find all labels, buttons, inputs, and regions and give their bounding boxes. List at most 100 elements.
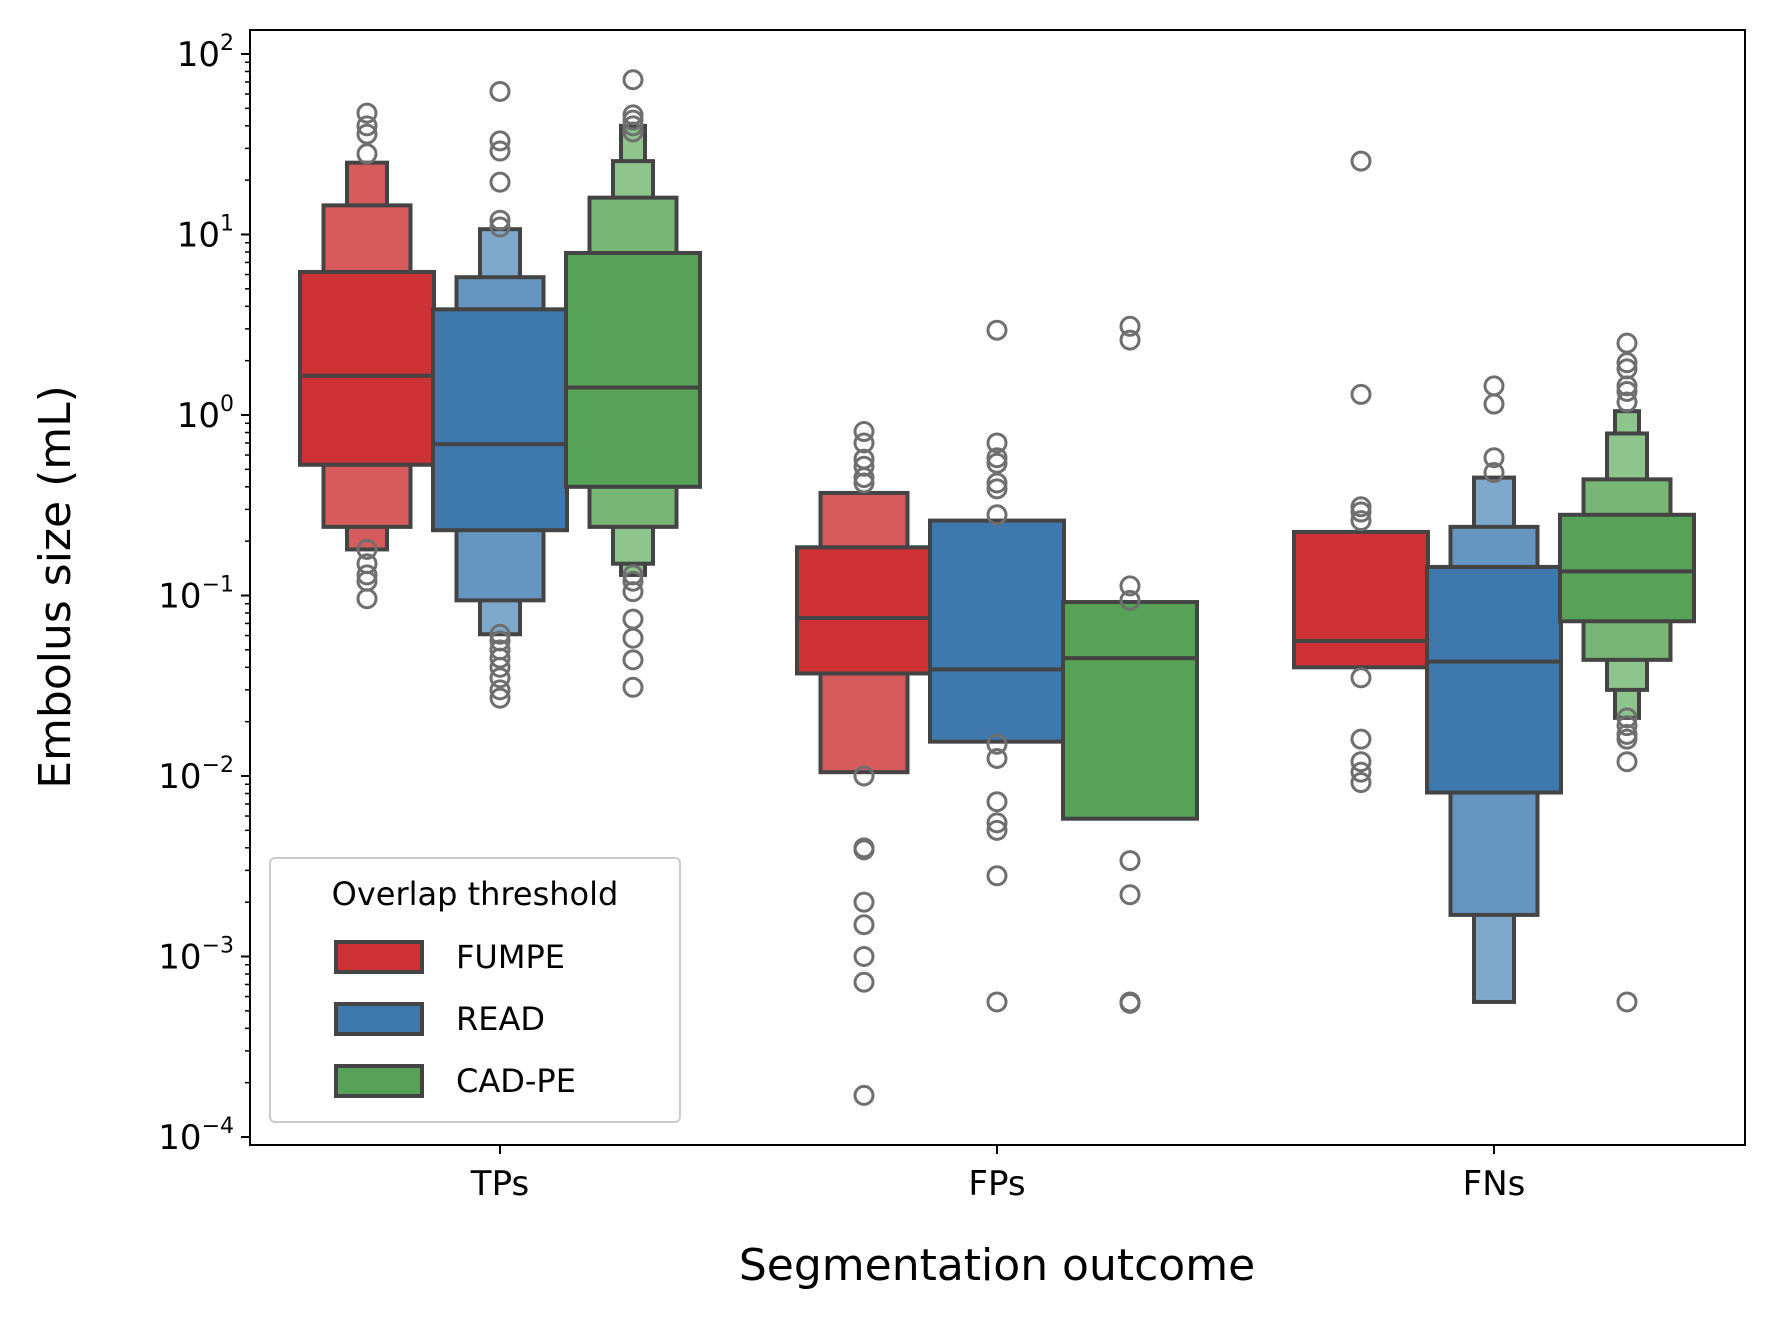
read-fps-outlier (986, 791, 1008, 813)
read-tps-outlier (489, 667, 511, 689)
fumpe-tps-outlier (356, 143, 378, 165)
y-tick-label: 101 (177, 212, 234, 256)
cad-pe-tps-outlier (622, 649, 644, 671)
fumpe-tps-outlier (356, 123, 378, 145)
fumpe-fps-box-level-0 (795, 545, 933, 676)
cad-pe-tps-outlier (622, 627, 644, 649)
fumpe-fns-outlier (1350, 383, 1372, 405)
read-fps-outlier (986, 478, 1008, 500)
y-tick-label: 102 (177, 31, 234, 75)
fumpe-tps-outlier (356, 588, 378, 610)
cad-pe-tps-box-level-0 (564, 250, 702, 489)
fumpe-fns-outlier (1350, 728, 1372, 750)
legend-label-cad-pe: CAD-PE (456, 1062, 576, 1100)
read-fps-outlier (986, 472, 1008, 494)
fumpe-fps-outlier (853, 432, 875, 454)
cad-pe-fns-outlier (1616, 352, 1638, 374)
read-tps-outlier (489, 679, 511, 701)
fumpe-fns-outlier (1350, 772, 1372, 794)
y-tick-label: 10−1 (158, 573, 234, 617)
fumpe-fns-outlier (1350, 510, 1372, 532)
read-fns-outlier (1483, 393, 1505, 415)
read-fns-outlier (1483, 447, 1505, 469)
read-fps-outlier (986, 819, 1008, 841)
cad-pe-fps-outlier (1119, 315, 1141, 337)
cad-pe-tps-outlier (622, 69, 644, 91)
fumpe-tps-outlier (356, 115, 378, 137)
fumpe-fps-outlier (853, 472, 875, 494)
read-tps-outlier (489, 171, 511, 193)
x-tick-label-fns: FNs (1463, 1164, 1526, 1204)
cad-pe-fps-outlier (1119, 589, 1141, 611)
fumpe-fps-outlier (853, 421, 875, 443)
fumpe-fps-outlier (853, 839, 875, 861)
read-fps-outlier (986, 452, 1008, 474)
read-tps-outlier (489, 130, 511, 152)
read-tps-outlier (489, 623, 511, 645)
read-tps-outlier (489, 216, 511, 238)
read-fps-outlier (986, 812, 1008, 834)
fumpe-fps-outlier (853, 1084, 875, 1106)
cad-pe-tps-outlier (622, 109, 644, 131)
fumpe-fps-outlier (853, 891, 875, 913)
cad-pe-tps-outlier (622, 581, 644, 603)
legend-swatch-read (334, 1002, 424, 1036)
cad-pe-tps-outlier (622, 676, 644, 698)
legend: Overlap threshold FUMPE READ CAD-PE (269, 857, 681, 1123)
cad-pe-fns-outlier (1616, 380, 1638, 402)
fumpe-fps-outlier (853, 914, 875, 936)
cad-pe-tps-outlier (622, 570, 644, 592)
read-tps-outlier (489, 656, 511, 678)
fumpe-fns-outlier (1350, 667, 1372, 689)
legend-swatch-fumpe (334, 940, 424, 974)
y-axis-title: Embolus size (mL) (30, 385, 81, 789)
cad-pe-fps-outlier (1119, 884, 1141, 906)
x-tick-label-fps: FPs (968, 1164, 1025, 1204)
fumpe-tps-outlier (356, 564, 378, 586)
read-fps-outlier (986, 319, 1008, 341)
y-tick-label: 10−4 (158, 1114, 234, 1158)
x-tick-label-tps: TPs (470, 1164, 529, 1204)
cad-pe-fps-outlier (1119, 850, 1141, 872)
fumpe-fns-outlier (1350, 150, 1372, 172)
fumpe-fns-outlier (1350, 751, 1372, 773)
fumpe-fps-outlier (853, 946, 875, 967)
cad-pe-fns-outlier (1616, 991, 1638, 1013)
cad-pe-fns-outlier (1616, 375, 1638, 397)
fumpe-fps-outlier (853, 765, 875, 787)
legend-entries: FUMPE READ CAD-PE (334, 938, 576, 1100)
read-tps-outlier (489, 209, 511, 231)
cad-pe-fns-outlier (1616, 715, 1638, 737)
fumpe-fns-outlier (1350, 761, 1372, 783)
y-tick-label: 10−2 (158, 753, 234, 797)
cad-pe-fns-box-level-0 (1558, 512, 1696, 624)
read-fps-outlier (986, 865, 1008, 887)
read-fps-outlier (986, 748, 1008, 770)
read-fps-outlier (986, 991, 1008, 1013)
read-tps-outlier (489, 687, 511, 709)
cad-pe-fps-outlier (1119, 575, 1141, 597)
legend-title: Overlap threshold (332, 875, 619, 913)
cad-pe-fps-outlier (1119, 992, 1141, 1014)
x-axis: TPs FPs FNs (470, 1145, 1526, 1204)
fumpe-fns-box-level-0 (1292, 529, 1430, 670)
fumpe-fns-outlier (1350, 501, 1372, 523)
read-fps-box-level-0 (928, 518, 1066, 744)
cad-pe-fns-outlier (1616, 751, 1638, 773)
cad-pe-fps-outlier (1119, 329, 1141, 351)
read-fps-outlier (986, 733, 1008, 755)
legend-label-read: READ (456, 1000, 545, 1038)
legend-swatch-cad-pe (334, 1064, 424, 1098)
legend-label-fumpe: FUMPE (456, 938, 565, 976)
read-tps-box-level-0 (431, 307, 569, 533)
fumpe-tps-outlier (356, 538, 378, 560)
x-axis-title: Segmentation outcome (739, 1240, 1255, 1291)
read-tps-outlier (489, 140, 511, 162)
read-fns-box-level-0 (1425, 564, 1563, 795)
cad-pe-fns-outlier (1616, 391, 1638, 413)
plot-content (298, 69, 1696, 1106)
read-fps-outlier (986, 432, 1008, 454)
read-fns-outlier (1483, 462, 1505, 484)
y-axis: 102 101 100 10−1 10−2 10−3 10−4 (158, 31, 250, 1158)
y-tick-label: 100 (177, 392, 234, 436)
